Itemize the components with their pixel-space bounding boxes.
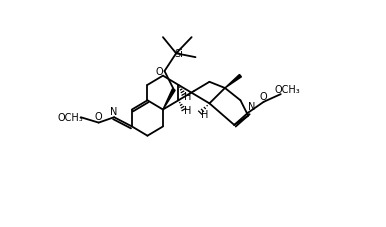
Text: H: H: [184, 105, 191, 115]
Text: H: H: [201, 110, 208, 120]
Text: OCH₃: OCH₃: [274, 85, 300, 95]
Polygon shape: [225, 75, 241, 89]
Text: Si: Si: [174, 49, 183, 59]
Text: N: N: [110, 107, 118, 116]
Text: H: H: [184, 91, 191, 101]
Polygon shape: [163, 89, 175, 110]
Text: N: N: [247, 102, 255, 112]
Text: O: O: [260, 91, 267, 101]
Text: OCH₃: OCH₃: [57, 113, 83, 123]
Text: O: O: [95, 112, 102, 122]
Text: O: O: [155, 67, 163, 77]
